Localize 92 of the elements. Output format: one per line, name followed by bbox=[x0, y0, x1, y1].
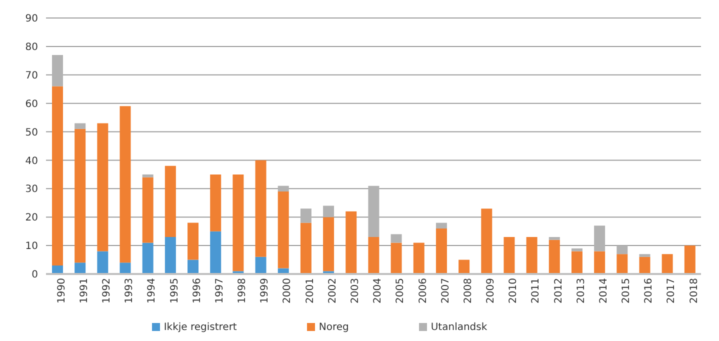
bar bbox=[436, 222, 447, 228]
bar bbox=[120, 106, 131, 263]
bar bbox=[142, 174, 154, 178]
x-tick-label: 1995 bbox=[169, 278, 180, 304]
x-tick-label: 2012 bbox=[553, 278, 564, 304]
legend-label: Noreg bbox=[318, 322, 349, 333]
bar bbox=[164, 237, 176, 274]
bar bbox=[120, 262, 131, 274]
bar bbox=[300, 222, 312, 274]
bar bbox=[662, 254, 673, 274]
bar bbox=[255, 256, 266, 274]
x-tick-label: 2018 bbox=[688, 278, 700, 304]
bar bbox=[52, 54, 63, 86]
x-tick-label: 2014 bbox=[598, 278, 610, 304]
bar bbox=[684, 246, 696, 274]
bar bbox=[188, 222, 199, 260]
y-tick-label: 20 bbox=[25, 212, 38, 224]
x-tick-label: 2015 bbox=[621, 278, 632, 304]
bar bbox=[52, 86, 63, 266]
bar bbox=[278, 186, 289, 192]
bar bbox=[639, 256, 650, 274]
x-tick-label: 2001 bbox=[304, 278, 316, 304]
bar bbox=[458, 260, 470, 274]
y-tick-label: 50 bbox=[25, 127, 38, 138]
bar bbox=[481, 208, 492, 274]
bar bbox=[390, 234, 402, 243]
bar bbox=[504, 237, 515, 274]
y-tick-label: 70 bbox=[25, 70, 38, 82]
x-tick-label: 1994 bbox=[146, 278, 158, 304]
x-tick-label: 2008 bbox=[462, 278, 474, 304]
x-tick-label: 2002 bbox=[327, 278, 338, 304]
bar bbox=[74, 262, 86, 274]
x-tick-label: 2009 bbox=[486, 278, 497, 304]
bar bbox=[323, 217, 334, 272]
x-tick-label: 2007 bbox=[440, 278, 452, 304]
bar bbox=[74, 123, 86, 129]
bar bbox=[323, 206, 334, 218]
x-tick-label: 1997 bbox=[214, 278, 226, 304]
y-tick-label: 40 bbox=[25, 156, 38, 167]
y-tick-label: 60 bbox=[25, 98, 38, 110]
bar bbox=[142, 242, 154, 274]
bar bbox=[210, 231, 222, 274]
bar bbox=[390, 242, 402, 274]
bar bbox=[210, 174, 222, 232]
bar bbox=[188, 260, 199, 274]
y-tick-label: 0 bbox=[32, 270, 38, 281]
bar bbox=[526, 237, 538, 274]
bar bbox=[548, 237, 560, 240]
x-tick-label: 2017 bbox=[666, 278, 678, 304]
bar bbox=[368, 186, 380, 238]
x-tick-label: 1991 bbox=[78, 278, 90, 304]
y-tick-label: 10 bbox=[25, 241, 38, 252]
x-tick-label: 2010 bbox=[508, 278, 520, 304]
legend-label: Utanlandsk bbox=[430, 322, 488, 333]
legend-label: Ikkje registrert bbox=[164, 322, 237, 333]
bar bbox=[436, 228, 447, 274]
bar bbox=[97, 123, 108, 252]
bar bbox=[368, 237, 380, 274]
x-tick-label: 1993 bbox=[124, 278, 136, 304]
x-tick-label: 2003 bbox=[350, 278, 362, 304]
x-tick-label: 1996 bbox=[192, 278, 203, 304]
bar bbox=[74, 128, 86, 263]
bar bbox=[142, 177, 154, 243]
bar bbox=[164, 166, 176, 238]
bar bbox=[97, 251, 108, 274]
y-tick-label: 80 bbox=[25, 42, 38, 53]
bar bbox=[616, 254, 628, 274]
x-tick-label: 2004 bbox=[372, 278, 384, 304]
bar bbox=[232, 174, 244, 272]
bar bbox=[413, 242, 424, 274]
bar bbox=[639, 254, 650, 257]
x-tick-label: 2005 bbox=[395, 278, 406, 304]
x-tick-label: 1999 bbox=[260, 278, 271, 304]
bar bbox=[594, 251, 606, 274]
x-tick-label: 2011 bbox=[530, 278, 542, 304]
bar bbox=[616, 246, 628, 254]
y-tick-label: 30 bbox=[25, 184, 38, 196]
bar bbox=[278, 192, 289, 268]
bar bbox=[300, 208, 312, 223]
x-tick-label: 1998 bbox=[237, 278, 248, 304]
x-tick-label: 1990 bbox=[56, 278, 68, 304]
bar bbox=[255, 160, 266, 257]
x-tick-label: 2013 bbox=[576, 278, 587, 304]
bar bbox=[594, 226, 606, 252]
x-tick-label: 1992 bbox=[102, 278, 113, 304]
x-tick-label: 2000 bbox=[282, 278, 294, 304]
x-tick-label: 2016 bbox=[644, 278, 655, 304]
bar bbox=[571, 251, 582, 274]
y-tick-label: 90 bbox=[25, 14, 38, 25]
x-tick-label: 2006 bbox=[418, 278, 429, 304]
bar bbox=[548, 240, 560, 274]
bar bbox=[346, 211, 357, 274]
